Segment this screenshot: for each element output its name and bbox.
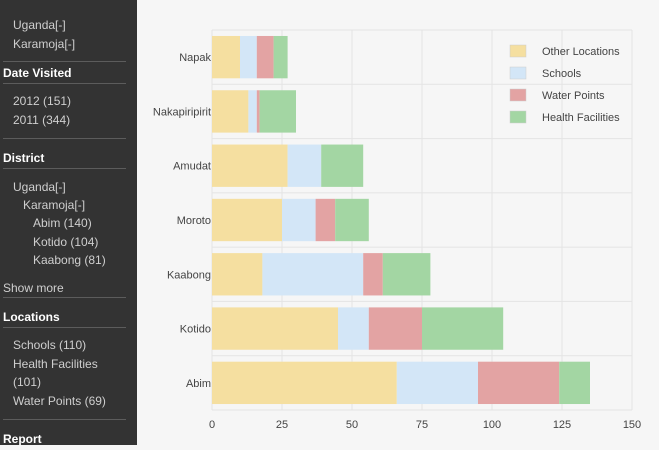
bar-segment-kotido-schools[interactable] [338,307,369,350]
bar-segment-amudat-other-locations[interactable] [212,144,288,187]
sidebar-divider [3,138,126,139]
bar-segment-napak-water-points[interactable] [256,35,274,79]
legend-swatch-water-points [509,88,527,102]
category-label-abim: Abim [186,378,211,390]
bar-segment-kotido-water-points[interactable] [368,307,422,350]
legend-label-health-facilities[interactable]: Health Facilities [542,112,620,124]
x-tick-label: 0 [209,419,215,431]
x-tick-label: 75 [416,419,428,431]
date-visited-heading: Date Visited [3,66,72,80]
locations-health-facilities-count[interactable]: (101) [13,375,42,389]
filter-sidebar: Uganda[-] Karamoja[-] Date Visited 2012 … [0,0,137,446]
bar-segment-moroto-health-facilities[interactable] [335,198,369,242]
legend-swatch-health-facilities [509,110,527,124]
sidebar-divider [3,327,126,328]
legend-label-other-locations[interactable]: Other Locations [542,46,620,58]
category-label-napak: Napak [179,52,211,64]
legend-label-schools[interactable]: Schools [542,68,582,80]
district-karamoja-link[interactable]: Karamoja[-] [23,198,86,212]
category-label-kotido: Kotido [180,324,211,336]
bar-segment-kaabong-health-facilities[interactable] [382,253,431,296]
legend-swatch-schools [509,66,527,80]
bar-segment-kaabong-schools[interactable] [262,253,364,296]
chart-category-labels: Napak Nakapiripirit Amudat Moroto Kaabong Kot… [153,52,212,390]
category-label-moroto: Moroto [177,215,211,227]
locations-by-district-chart: Napak Nakapiripirit Amudat Moroto Kaabong Kot… [137,0,659,445]
sidebar-divider [3,297,126,298]
date-2012-filter-link[interactable]: 2012 (151) [13,94,72,108]
category-label-nakapiripirit: Nakapiripirit [153,106,211,118]
bar-segment-amudat-schools[interactable] [287,144,322,187]
bar-segment-kotido-health-facilities[interactable] [422,307,504,350]
x-tick-label: 150 [623,419,641,431]
category-label-kaabong: Kaabong [167,269,211,281]
breadcrumb-uganda-link[interactable]: Uganda[-] [13,18,66,32]
bar-segment-moroto-schools[interactable] [282,198,316,242]
sidebar-divider [3,83,126,84]
legend-label-water-points[interactable]: Water Points [542,90,605,102]
x-tick-label: 125 [553,419,571,431]
bar-segment-abim-other-locations[interactable] [212,361,397,405]
sidebar-divider [3,419,126,420]
bar-segment-kaabong-other-locations[interactable] [212,253,263,296]
legend-swatch-other-locations [509,44,527,58]
district-uganda-link[interactable]: Uganda[-] [13,180,66,194]
sidebar-divider [3,61,126,62]
district-kotido-link[interactable]: Kotido (104) [33,235,99,249]
bar-segment-abim-water-points[interactable] [478,361,560,405]
x-tick-label: 50 [346,419,358,431]
bar-segment-nakapiripirit-schools[interactable] [248,90,257,133]
report-heading: Report [3,432,42,446]
locations-heading: Locations [3,310,60,324]
bar-segment-amudat-health-facilities[interactable] [321,144,364,187]
locations-schools-link[interactable]: Schools (110) [13,338,87,352]
bar-segment-nakapiripirit-other-locations[interactable] [212,90,249,133]
stacked-bar-chart-svg: Napak Nakapiripirit Amudat Moroto Kaabong Kot… [137,0,659,445]
sidebar-divider [3,168,126,169]
bar-segment-napak-schools[interactable] [240,35,257,79]
date-2011-filter-link[interactable]: 2011 (344) [13,113,71,127]
bar-segment-moroto-water-points[interactable] [315,198,336,242]
bar-segment-moroto-other-locations[interactable] [212,198,282,242]
bar-segment-nakapiripirit-health-facilities[interactable] [259,90,296,133]
bar-segment-napak-health-facilities[interactable] [273,35,288,79]
category-label-amudat: Amudat [173,161,211,173]
breadcrumb-karamoja-link[interactable]: Karamoja[-] [13,37,76,51]
bar-segment-nakapiripirit-water-points[interactable] [256,90,260,133]
bar-segment-abim-schools[interactable] [396,361,478,405]
x-tick-label: 25 [276,419,288,431]
locations-water-points-link[interactable]: Water Points (69) [13,394,106,408]
district-heading: District [3,151,45,165]
district-kaabong-link[interactable]: Kaabong (81) [33,253,106,267]
bar-segment-napak-other-locations[interactable] [212,35,240,79]
show-more-link[interactable]: Show more [3,281,64,295]
x-tick-label: 100 [483,419,501,431]
district-abim-link[interactable]: Abim (140) [33,216,92,230]
bar-segment-abim-health-facilities[interactable] [559,361,590,405]
chart-legend: Other Locations Schools Water Points Health… [509,44,620,124]
bar-segment-kaabong-water-points[interactable] [363,253,383,296]
locations-health-facilities-link[interactable]: Health Facilities [13,357,98,371]
bar-segment-kotido-other-locations[interactable] [212,307,338,350]
chart-bars [212,35,590,405]
chart-x-tick-labels: 0 25 50 75 100 125 150 [209,419,641,431]
